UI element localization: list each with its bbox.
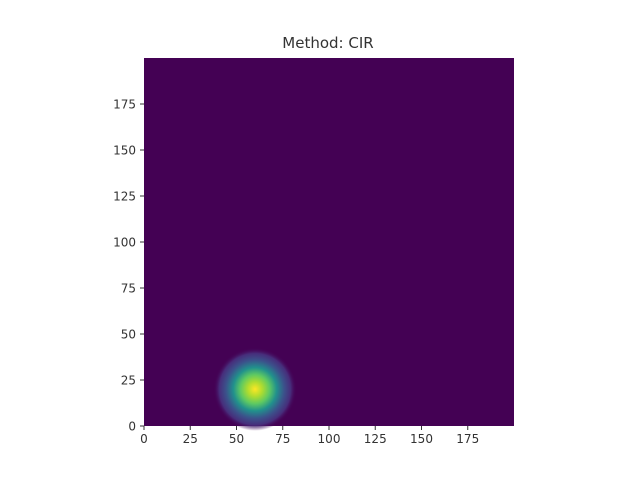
x-tick-label: 50 [229,432,244,446]
x-axis: 0 25 50 75 100 125 150 175 [140,426,479,446]
x-tick-label: 150 [410,432,433,446]
x-tick-label: 25 [183,432,198,446]
y-tick-label: 25 [121,374,136,388]
x-tick-label: 0 [140,432,148,446]
y-tick-label: 50 [121,328,136,342]
y-tick-label: 125 [113,190,136,204]
x-tick-label: 125 [364,432,387,446]
y-tick-label: 100 [113,236,136,250]
y-tick-label: 75 [121,282,136,296]
heatmap-background [144,58,514,426]
chart-title: Method: CIR [282,34,373,52]
y-tick-label: 0 [128,420,136,434]
y-tick-label: 150 [113,144,136,158]
y-tick-label: 175 [113,98,136,112]
y-axis: 0 25 50 75 100 125 150 175 [113,98,144,434]
heatmap-peak [213,347,297,431]
x-tick-label: 100 [318,432,341,446]
x-tick-label: 75 [275,432,290,446]
x-tick-label: 175 [456,432,479,446]
